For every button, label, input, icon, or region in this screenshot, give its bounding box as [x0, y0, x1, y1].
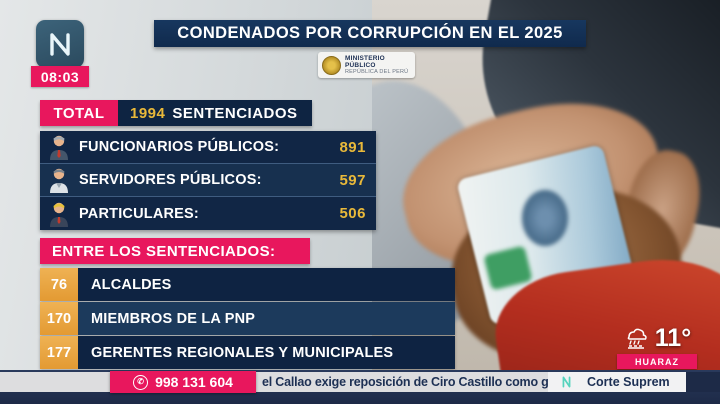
weather-city-badge: HUARAZ — [617, 354, 697, 369]
total-value: 1994 — [130, 104, 166, 122]
category-value: 891 — [339, 138, 366, 156]
category-row-funcionarios: FUNCIONARIOS PÚBLICOS: 891 — [40, 131, 376, 164]
ministerio-publico-crest-icon — [322, 55, 341, 75]
clock-time: 08:03 — [40, 68, 80, 85]
ticker-headline: el Callao exige reposición de Ciro Casti… — [262, 375, 609, 389]
source-badge: MINISTERIO PÚBLICO REPÚBLICA DEL PERÚ — [318, 52, 415, 78]
category-value: 506 — [339, 205, 366, 222]
total-row: TOTAL 1994 SENTENCIADOS — [40, 100, 312, 126]
category-label: FUNCIONARIOS PÚBLICOS: — [79, 139, 280, 155]
weather-top: 11° — [611, 325, 703, 351]
public-servant-person-icon — [50, 168, 68, 193]
category-row-servidores: SERVIDORES PÚBLICOS: 597 — [40, 164, 376, 197]
public-official-person-icon — [50, 135, 68, 160]
breakdown-label: GERENTES REGIONALES Y MUNICIPALES — [78, 336, 455, 369]
breakdown-label: ALCALDES — [78, 268, 455, 301]
breakdown-label: MIEMBROS DE LA PNP — [78, 302, 455, 335]
ticker-next-headline: Corte Suprem — [587, 375, 670, 389]
breakdown-value: 170 — [40, 302, 78, 335]
ticker-next-segment: Corte Suprem — [548, 372, 686, 392]
channel-logo — [36, 20, 84, 68]
n-channel-logo-icon — [50, 33, 70, 56]
category-label: PARTICULARES: — [79, 205, 199, 222]
breakdown-header: ENTRE LOS SENTENCIADOS: — [40, 238, 310, 264]
breakdown-list: 76 ALCALDES 170 MIEMBROS DE LA PNP 177 G… — [40, 268, 455, 370]
page-title: CONDENADOS POR CORRUPCIÓN EN EL 2025 — [177, 24, 563, 42]
weather-temperature: 11° — [654, 323, 692, 352]
private-citizen-person-icon — [50, 202, 68, 227]
phone-whatsapp-icon: ✆ — [133, 374, 149, 390]
n-channel-logo-teal-icon — [562, 376, 571, 388]
news-ticker: el Callao exige reposición de Ciro Casti… — [0, 372, 720, 392]
total-label: TOTAL — [40, 100, 118, 126]
ticker-endcap — [686, 372, 720, 392]
source-subtitle: REPÚBLICA DEL PERÚ — [345, 69, 409, 76]
headline-banner: CONDENADOS POR CORRUPCIÓN EN EL 2025 — [154, 20, 586, 47]
phone-badge: ✆ 998 131 604 — [110, 371, 256, 393]
breakdown-row-pnp: 170 MIEMBROS DE LA PNP — [40, 302, 455, 335]
category-value: 597 — [339, 171, 366, 189]
clock-badge: 08:03 — [31, 66, 89, 87]
breakdown-value: 177 — [40, 336, 78, 369]
breakdown-row-alcaldes: 76 ALCALDES — [40, 268, 455, 301]
weather-widget: 11° HUARAZ — [611, 325, 703, 369]
rain-cloud-city-icon — [627, 328, 647, 349]
category-row-particulares: PARTICULARES: 506 — [40, 197, 376, 230]
category-label: SERVIDORES PÚBLICOS: — [79, 172, 262, 188]
breakdown-value: 76 — [40, 268, 78, 301]
total-value-bar: 1994 SENTENCIADOS — [118, 100, 312, 126]
source-name: MINISTERIO PÚBLICO — [345, 54, 385, 69]
photo-banknote-portrait — [522, 190, 568, 246]
source-badge-text: MINISTERIO PÚBLICO REPÚBLICA DEL PERÚ — [345, 55, 411, 75]
breakdown-row-gerentes: 177 GERENTES REGIONALES Y MUNICIPALES — [40, 336, 455, 369]
category-list: FUNCIONARIOS PÚBLICOS: 891 SERVIDORES PÚ… — [40, 131, 376, 230]
total-unit: SENTENCIADOS — [172, 104, 298, 122]
phone-number: 998 131 604 — [155, 374, 233, 390]
